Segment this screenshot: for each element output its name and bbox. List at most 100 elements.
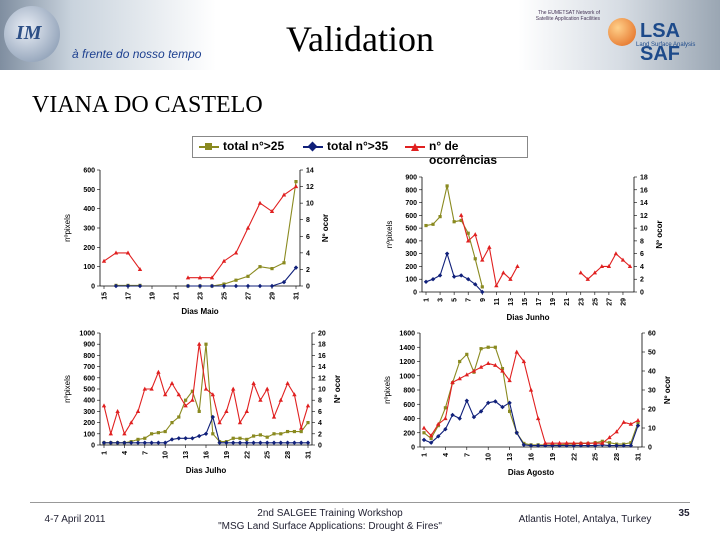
chart-2-series-2-point: [176, 392, 181, 397]
chart-3-series-2-point: [464, 372, 469, 377]
chart-2-series-2-point: [305, 403, 311, 408]
chart-3-series-0-point: [493, 345, 497, 349]
chart-3-series-2-point: [457, 376, 462, 381]
chart-0-series-2-point: [101, 258, 107, 263]
chart-3-series-2-point: [635, 418, 641, 422]
chart-1-series-0-point: [452, 220, 456, 224]
chart-2-series-0-point: [170, 421, 174, 425]
chart-0-xtick-label: 19: [150, 292, 157, 300]
chart-2-series-2-point: [217, 420, 222, 425]
chart-2-series-1-point: [278, 440, 283, 445]
chart-3-series-0-point: [607, 441, 612, 445]
chart-2-xtick-label: 22: [244, 451, 251, 459]
chart-3-xtick-label: 31: [636, 453, 643, 461]
chart-2-y2tick-label: 0: [318, 443, 322, 450]
chart-0-ytick-label: 400: [83, 206, 95, 213]
chart-2-y2tick-label: 4: [318, 420, 322, 427]
chart-2-series-2-point: [210, 392, 215, 397]
chart-2-series-1-point: [237, 440, 243, 445]
chart-2-series-0-point: [258, 433, 262, 437]
chart-3-series-1-point: [514, 430, 519, 435]
chart-3-series-2-point: [500, 368, 505, 373]
chart-2-series-0-point: [163, 429, 167, 434]
chart-1-series-0-point: [466, 231, 470, 235]
chart-2-series-2-point: [183, 403, 188, 408]
chart-1-y2tick-label: 0: [640, 290, 644, 297]
chart-0-series-1-point: [269, 283, 275, 289]
chart-3-xtick-label: 1: [422, 453, 429, 457]
chart-3-xtick-label: 10: [486, 453, 493, 461]
chart-3-series-2-point: [528, 387, 534, 392]
chart-3-series-1-point: [500, 404, 505, 410]
chart-2-xtick-label: 28: [285, 451, 292, 459]
chart-3-xtick-label: 25: [593, 453, 600, 461]
chart-3-series-2-point: [493, 362, 498, 367]
chart-1-xtick-label: 29: [620, 298, 627, 306]
chart-0-xtick-label: 15: [102, 292, 109, 300]
chart-1-xtick-label: 3: [438, 298, 445, 302]
chart-3-xtick-label: 4: [443, 453, 450, 457]
chart-3-y2tick-label: 40: [648, 369, 656, 376]
chart-1-series-2-point: [606, 264, 612, 269]
chart-3-series-2-point: [571, 440, 576, 445]
chart-3-series-1-point: [607, 443, 612, 448]
chart-3-series-2-point: [543, 440, 548, 445]
chart-2-series-2-point: [237, 420, 243, 425]
chart-3-series-1-point: [493, 399, 498, 404]
chart-2-series-1-point: [163, 440, 168, 445]
chart-0-series-1-line: [116, 267, 297, 287]
chart-0-y2tick-label: 6: [306, 234, 310, 241]
chart-2-series-1-point: [183, 436, 188, 441]
chart-2-series-1-point: [210, 414, 215, 420]
chart-2-series-0-point: [150, 432, 154, 436]
chart-0-series-2-line: [103, 186, 297, 279]
chart-1-ytick-label: 100: [405, 277, 417, 284]
chart-2-y2tick-label: 16: [318, 353, 326, 360]
slide-title: Validation: [286, 19, 434, 59]
chart-3-series-2-line: [423, 350, 639, 444]
chart-2-series-1-point: [197, 433, 202, 439]
chart-0-series-1-point: [245, 283, 251, 289]
chart-0-series-0-point: [270, 267, 274, 271]
chart-1-xtick-label: 7: [466, 298, 473, 302]
chart-3-series-1-point: [478, 409, 484, 414]
chart-3-series-2-point: [557, 440, 562, 445]
chart-2-ylabel: nºpixels: [63, 375, 72, 403]
chart-0-y2tick-label: 0: [306, 284, 310, 291]
chart-2-series-1-point: [115, 440, 120, 445]
chart-2-series-2-point: [163, 392, 168, 397]
chart-3-series-1-point: [507, 400, 512, 406]
chart-3-ytick-label: 0: [411, 445, 415, 452]
chart-3-series-1-point: [621, 443, 626, 448]
chart-0-series-0-line: [116, 181, 297, 287]
chart-1-xtick-label: 27: [606, 298, 613, 306]
chart-0-series-2-point: [233, 250, 239, 255]
chart-1-series-2-point: [501, 270, 506, 275]
chart-0-series-1-point: [293, 265, 299, 270]
chart-2-series-0-point: [306, 421, 310, 425]
chart-3-xtick-label: 7: [464, 453, 471, 457]
chart-2-y2tick-label: 18: [318, 342, 326, 349]
chart-1-y2tick-label: 18: [640, 175, 648, 182]
legend-label-35: total n°>35: [327, 139, 389, 153]
chart-3-series-2-point: [514, 349, 519, 354]
chart-3-series-2-point: [621, 419, 626, 424]
chart-0-ytick-label: 100: [83, 264, 95, 271]
chart-1-series-2-point: [578, 270, 583, 275]
chart-2-series-2-point: [265, 386, 270, 391]
page-number: 35: [678, 508, 690, 519]
chart-1-xlabel: Dias Junho: [506, 313, 549, 322]
chart-3-series-0-point: [486, 345, 490, 349]
chart-2-ytick-label: 1000: [79, 331, 95, 338]
chart-2-series-1-point: [169, 437, 175, 442]
chart-2-series-2-point: [122, 431, 127, 436]
chart-1-series-2-point: [515, 264, 520, 269]
chart-1-xtick-label: 9: [480, 298, 487, 302]
chart-3-series-1-point: [628, 443, 634, 448]
chart-1-y2tick-label: 12: [640, 213, 648, 220]
chart-2-series-0-point: [245, 437, 249, 441]
chart-0-ytick-label: 300: [83, 226, 95, 233]
chart-2-xtick-label: 16: [204, 451, 211, 459]
chart-3-series-0-point: [422, 431, 426, 435]
chart-0-series-2-point: [197, 275, 203, 280]
